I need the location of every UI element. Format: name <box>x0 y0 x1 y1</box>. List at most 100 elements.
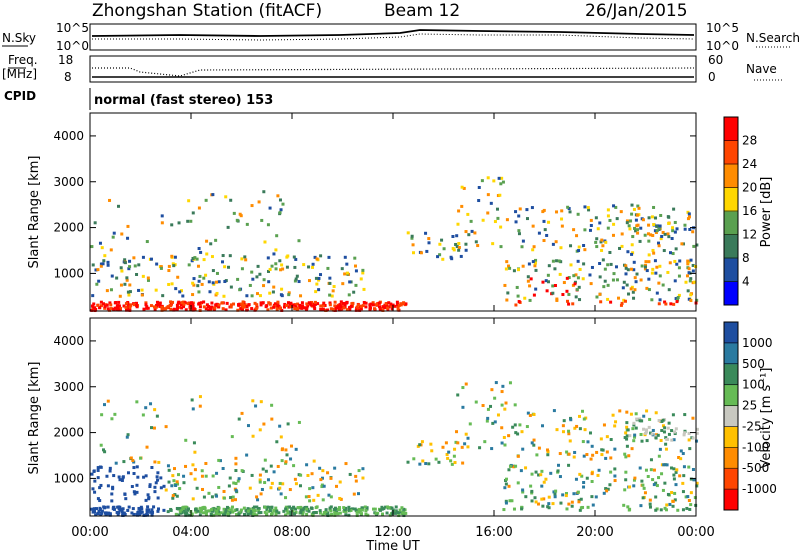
radar-cell <box>574 295 578 299</box>
radar-cell <box>241 300 245 304</box>
radar-cell <box>97 279 101 283</box>
radar-cell <box>347 507 351 511</box>
radar-cell <box>245 222 249 226</box>
radar-cell <box>106 512 110 516</box>
radar-cell <box>211 281 215 285</box>
radar-cell <box>641 483 645 487</box>
radar-cell <box>321 469 325 473</box>
radar-cell <box>232 211 236 215</box>
radar-cell <box>233 498 237 502</box>
nsky-trace <box>91 29 695 37</box>
radar-cell <box>396 511 400 515</box>
radar-cell <box>292 255 296 259</box>
radar-cell <box>635 272 639 276</box>
radar-cell <box>657 302 661 306</box>
radar-cell <box>490 388 494 392</box>
radar-cell <box>524 466 528 470</box>
radar-cell <box>210 255 214 259</box>
radar-cell <box>263 510 267 514</box>
radar-cell <box>532 443 536 447</box>
radar-cell <box>632 478 636 482</box>
radar-cell <box>215 494 219 498</box>
radar-cell <box>609 456 613 460</box>
radar-cell <box>521 488 525 492</box>
radar-cell <box>692 478 696 482</box>
radar-cell <box>604 240 608 244</box>
radar-cell <box>98 241 102 245</box>
radar-cell <box>96 303 100 307</box>
radar-cell <box>140 288 144 292</box>
radar-cell <box>293 512 297 516</box>
radar-cell <box>631 290 635 294</box>
radar-cell <box>324 509 328 513</box>
radar-cell <box>122 304 126 308</box>
radar-cell <box>149 304 153 308</box>
radar-cell <box>270 264 274 268</box>
radar-cell <box>670 438 674 442</box>
radar-cell <box>102 259 106 263</box>
radar-cell <box>246 512 250 516</box>
radar-cell <box>411 243 415 247</box>
radar-cell <box>531 224 535 228</box>
radar-cell <box>119 266 123 270</box>
radar-cell <box>361 476 365 480</box>
radar-cell <box>613 424 617 428</box>
radar-cell <box>263 505 267 509</box>
radar-cell <box>198 274 202 278</box>
radar-cell <box>175 494 179 498</box>
radar-cell <box>436 255 440 259</box>
radar-cell <box>583 228 587 232</box>
radar-cell <box>123 261 127 265</box>
radar-cell <box>231 510 235 514</box>
radar-cell <box>668 261 672 265</box>
radar-cell <box>595 450 599 454</box>
radar-cell <box>546 450 550 454</box>
radar-cell <box>576 259 580 263</box>
radar-cell <box>672 473 676 477</box>
radar-cell <box>263 458 267 462</box>
radar-cell <box>553 284 557 288</box>
radar-cell <box>478 446 482 450</box>
radar-cell <box>582 262 586 266</box>
radar-cell <box>286 254 290 258</box>
radar-cell <box>193 256 197 260</box>
radar-cell <box>122 460 126 464</box>
nave-tick-top: 60 <box>708 53 723 67</box>
radar-cell <box>200 301 204 305</box>
radar-cell <box>419 251 423 255</box>
radar-cell <box>570 504 574 508</box>
radar-cell <box>558 475 562 479</box>
radar-cell <box>504 482 508 486</box>
radar-cell <box>312 305 316 309</box>
radar-cell <box>207 509 211 513</box>
radar-cell <box>614 265 618 269</box>
radar-cell <box>507 264 511 268</box>
radar-cell <box>299 511 303 515</box>
radar-cell <box>567 302 571 306</box>
radar-cell <box>336 507 340 511</box>
title: Zhongshan Station (fitACF) <box>92 1 322 21</box>
radar-cell <box>687 271 691 275</box>
radar-cell <box>200 469 204 473</box>
radar-cell <box>667 288 671 292</box>
radar-cell <box>498 193 502 197</box>
radar-cell <box>115 304 119 308</box>
radar-cell <box>352 492 356 496</box>
radar-cell <box>455 430 459 434</box>
radar-cell <box>128 259 132 263</box>
radar-cell <box>109 288 113 292</box>
radar-cell <box>198 404 202 408</box>
radar-cell <box>354 269 358 273</box>
radar-cell <box>197 302 201 306</box>
radar-cell <box>268 267 272 271</box>
radar-cell <box>416 444 420 448</box>
radar-cell <box>316 493 320 497</box>
radar-cell <box>96 268 100 272</box>
radar-cell <box>555 428 559 432</box>
radar-cell <box>130 511 134 515</box>
radar-cell <box>284 513 288 517</box>
radar-cell <box>695 431 699 435</box>
radar-cell <box>671 504 675 508</box>
radar-cell <box>660 472 664 476</box>
